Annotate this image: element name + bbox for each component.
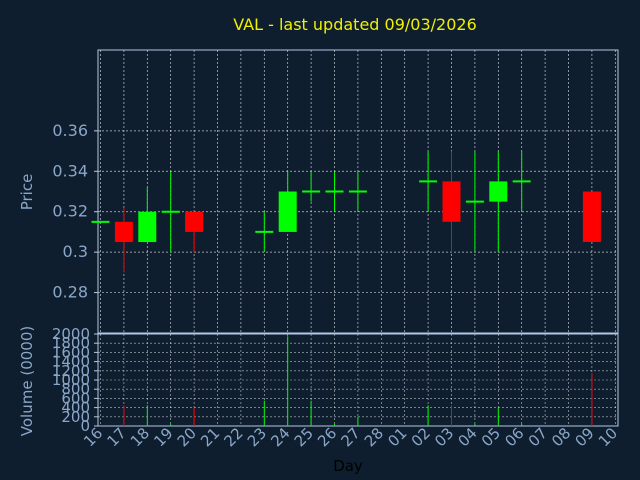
price-tick-label: 0.34 [52,161,88,180]
volume-tick-label: 600 [61,389,90,407]
volume-tick-label: 1600 [52,343,90,361]
candle-body [185,211,204,232]
price-tick-label: 0.36 [52,121,88,140]
volume-bars [123,336,593,426]
volume-tick-label: 400 [61,399,90,417]
candle-body [489,181,508,202]
volume-tick-label: 1000 [52,371,90,389]
volume-tick-label: 1200 [52,362,90,380]
volume-axis-label: Volume (0000) [18,326,36,436]
price-panel-frame [97,49,619,334]
candle-body [442,181,461,222]
day-axis-ticks: 1617181920212223242526272801020304050607… [80,424,621,450]
candlesticks [91,151,601,273]
chart-title: VAL - last updated 09/03/2026 [233,15,477,34]
volume-tick-label: 1400 [52,353,90,371]
price-tick-label: 0.28 [52,283,88,302]
volume-tick-label: 0 [80,417,90,435]
price-tick-label: 0.32 [52,202,88,221]
candle-body [114,221,133,243]
candle-body [138,211,157,243]
volume-tick-label: 800 [61,380,90,398]
candle-body [582,191,601,243]
day-axis-label: Day [333,457,363,475]
price-axis-ticks: 0.28 0.3 0.32 0.34 0.36 [52,121,98,302]
candle-body [278,191,297,232]
volume-tick-label: 1800 [52,334,90,352]
volume-tick-label: 200 [61,408,90,426]
price-axis-label: Price [18,174,36,211]
volume-tick-label: 2000 [52,325,90,343]
price-tick-label: 0.3 [63,242,88,261]
